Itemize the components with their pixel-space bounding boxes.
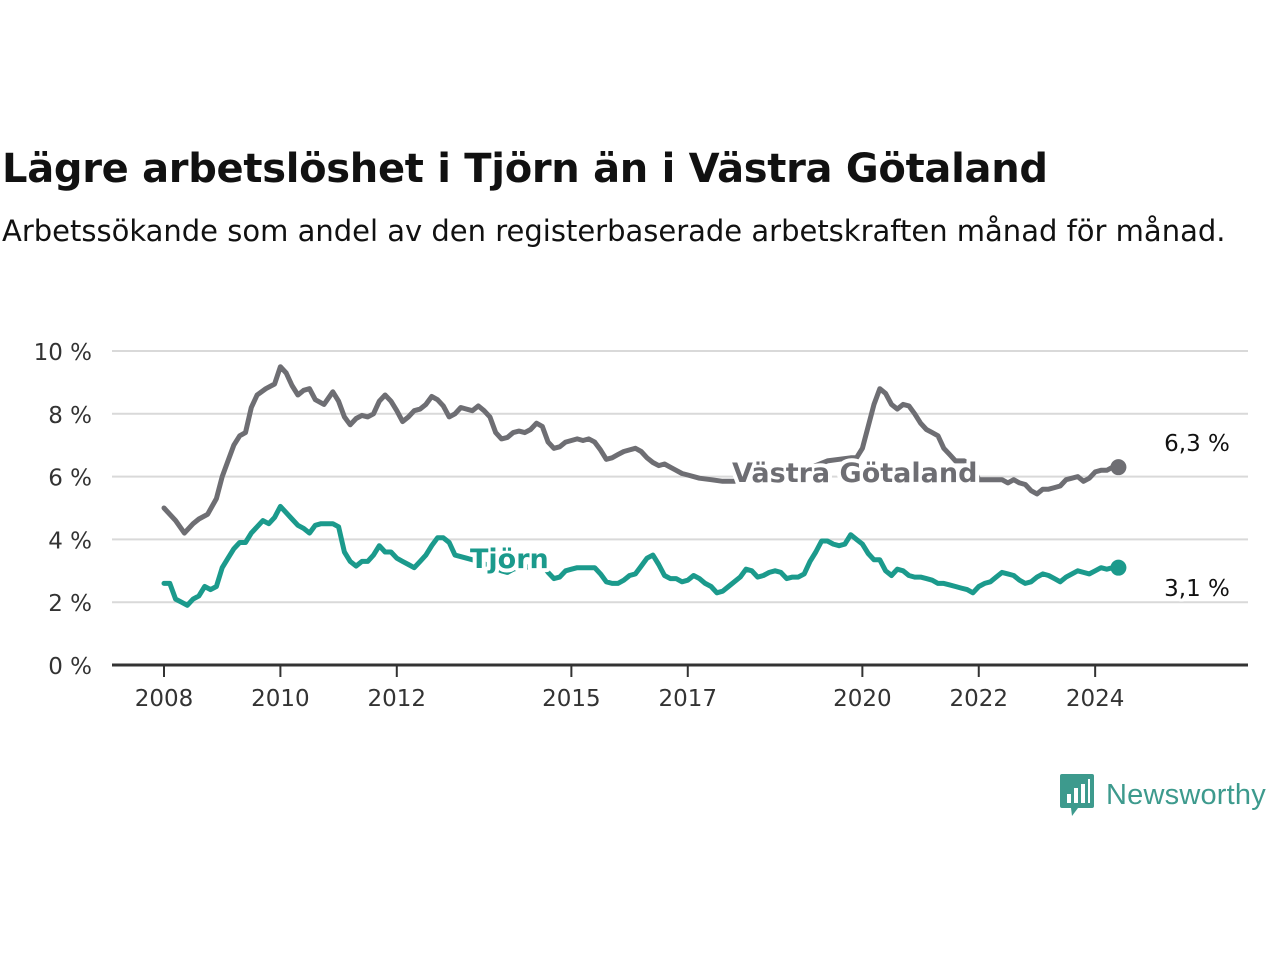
- newsworthy-logo-icon: [1060, 774, 1094, 816]
- series-labels: Västra Götaland Tjörn 6,3 % 3,1 %: [466, 428, 1233, 605]
- y-tick-label: 10 %: [34, 340, 92, 366]
- x-tick-label: 2017: [659, 686, 718, 712]
- y-gridlines: [112, 350, 1248, 604]
- newsworthy-logo: Newsworthy: [1058, 772, 1266, 818]
- series-end-value-label: 6,3 %: [1164, 431, 1230, 457]
- y-axis-ticks: 0 % 2 % 4 % 6 % 8 % 10 %: [34, 340, 92, 680]
- chart-subtitle: Arbetssökande som andel av den registerb…: [2, 214, 1226, 248]
- series-line-vastra-gotaland: [161, 364, 1121, 536]
- y-tick-label: 6 %: [48, 466, 92, 492]
- brand-name: Newsworthy: [1106, 778, 1266, 811]
- series-end-point: [1110, 459, 1127, 476]
- chart-title: Lägre arbetslöshet i Tjörn än i Västra G…: [2, 146, 1048, 192]
- series-name-label: Tjörn: [470, 544, 549, 575]
- y-tick-label: 8 %: [48, 403, 92, 429]
- x-tick-label: 2015: [542, 686, 601, 712]
- x-tick-label: 2024: [1066, 686, 1125, 712]
- x-tick-label: 2022: [949, 686, 1008, 712]
- x-tick-label: 2012: [368, 686, 427, 712]
- series-line-tjorn: [161, 503, 1121, 608]
- series-lines: [161, 364, 1127, 608]
- y-tick-label: 4 %: [48, 528, 92, 554]
- series-end-point: [1110, 559, 1127, 576]
- series-end-value-label: 3,1 %: [1164, 576, 1230, 602]
- x-tick-label: 2008: [135, 686, 194, 712]
- series-name-label: Västra Götaland: [732, 458, 977, 489]
- x-axis: 2008 2010 2012 2015 2017 2020 2022 2024: [112, 663, 1248, 712]
- y-tick-label: 2 %: [48, 591, 92, 617]
- x-tick-label: 2010: [251, 686, 310, 712]
- y-tick-label: 0 %: [48, 654, 92, 680]
- line-chart: 0 % 2 % 4 % 6 % 8 % 10 % 2008 2010 2012 2015 2017…: [34, 340, 1248, 712]
- x-tick-label: 2020: [833, 686, 892, 712]
